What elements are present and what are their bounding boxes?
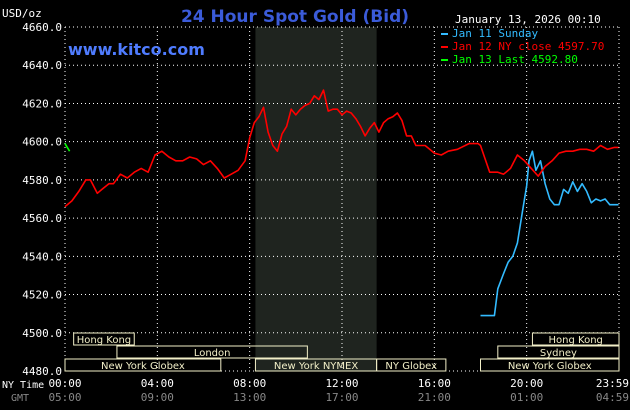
market-sessions: Hong Kong Hong Kong London Sydney New York G… xyxy=(64,332,620,372)
nymex-session-shade xyxy=(255,27,377,371)
legend-entry: Jan 11 Sunday xyxy=(452,27,538,40)
market-box xyxy=(497,345,620,359)
market-box xyxy=(64,358,222,372)
price-series xyxy=(64,89,619,317)
date-stamp: January 13, 2026 00:10 xyxy=(455,13,601,26)
series-line-3 xyxy=(64,143,71,152)
x-tick-label-gmt: 09:00 xyxy=(141,391,174,404)
y-tick-label: 4600.0 xyxy=(22,136,62,149)
series-line-1 xyxy=(480,150,619,317)
market-box xyxy=(73,332,135,346)
x-tick-label-gmt: 01:00 xyxy=(510,391,543,404)
gmt-caption: GMT xyxy=(11,393,29,404)
market-box xyxy=(531,332,620,346)
market-label: London xyxy=(194,348,231,359)
market-label: Hong Kong xyxy=(77,335,131,346)
legend-entry: Jan 13 Last 4592.80 xyxy=(452,53,578,66)
legend-entry: Jan 12 NY close 4597.70 xyxy=(452,40,604,53)
y-tick-label: 4500.0 xyxy=(22,327,62,340)
market-box xyxy=(376,358,447,372)
y-tick-label: 4480.0 xyxy=(22,365,62,378)
x-tick-label-gmt: 05:00 xyxy=(48,391,81,404)
y-tick-label: 4540.0 xyxy=(22,250,62,263)
y-tick-label: 4520.0 xyxy=(22,289,62,302)
market-label: New York NYMEX xyxy=(274,361,359,372)
unit-label: USD/oz xyxy=(2,7,42,20)
y-tick-label: 4560.0 xyxy=(22,212,62,225)
series-line-2 xyxy=(64,89,619,208)
market-label: New York Globex xyxy=(101,361,185,372)
y-tick-label: 4640.0 xyxy=(22,59,62,72)
x-tick-label-ny: 04:00 xyxy=(141,377,174,390)
x-tick-label-ny: 08:00 xyxy=(233,377,266,390)
x-tick-label-ny: 16:00 xyxy=(418,377,451,390)
x-tick-label-gmt: 04:59 xyxy=(596,391,629,404)
market-label: Hong Kong xyxy=(549,335,603,346)
market-label: Sydney xyxy=(540,348,577,359)
x-tick-label-ny: 00:00 xyxy=(48,377,81,390)
ny-time-caption: NY Time xyxy=(2,380,44,391)
market-box xyxy=(116,345,308,359)
y-tick-label: 4580.0 xyxy=(22,174,62,187)
y-tick-label: 4620.0 xyxy=(22,97,62,110)
x-tick-label-gmt: 17:00 xyxy=(325,391,358,404)
chart-title: 24 Hour Spot Gold (Bid) xyxy=(181,7,409,27)
x-tick-label-ny: 23:59 xyxy=(596,377,629,390)
market-box xyxy=(480,358,620,372)
x-tick-label-gmt: 13:00 xyxy=(233,391,266,404)
y-tick-labels: 4480.0 4500.0 4520.0 4540.0 4560.0 4580.0 4600… xyxy=(22,21,62,378)
x-tick-label-gmt: 21:00 xyxy=(418,391,451,404)
x-tick-label-ny: 12:00 xyxy=(325,377,358,390)
market-label: New York Globex xyxy=(508,361,592,372)
x-tick-label-ny: 20:00 xyxy=(510,377,543,390)
market-label: NY Globex xyxy=(385,361,437,372)
site-link[interactable]: www.kitco.com xyxy=(68,40,205,59)
y-tick-label: 4660.0 xyxy=(22,21,62,34)
